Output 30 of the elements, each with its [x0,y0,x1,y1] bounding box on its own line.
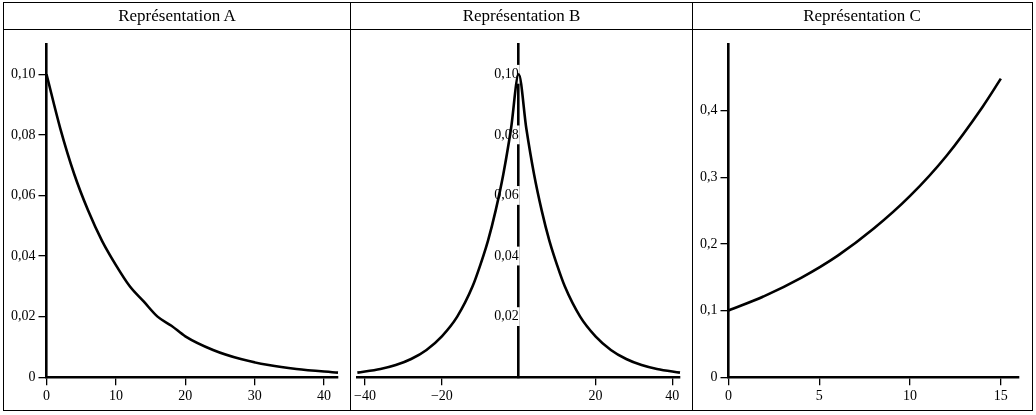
y-tick-label: 0,08 [11,126,36,142]
y-tick-label: 0,2 [700,235,718,251]
x-tick-label: 20 [588,388,603,404]
y-tick-label: 0,02 [11,308,36,324]
y-tick-label: 0,06 [11,187,36,203]
y-tick-label: 0,3 [700,168,718,184]
x-tick-label: 15 [993,388,1008,404]
y-tick-label: 0 [710,368,718,384]
x-tick-label: 10 [903,388,918,404]
y-tick-label: 0,10 [494,65,519,81]
x-tick-label: −40 [354,388,376,404]
x-tick-label: 0 [725,388,732,404]
y-tick-label: 0 [28,368,36,384]
x-tick-label: −20 [430,388,453,404]
y-tick-label: 0,04 [11,247,36,263]
x-tick-label: 5 [815,388,823,404]
x-tick-label: 20 [178,388,193,404]
y-tick-label: 0,02 [494,308,519,324]
y-tick-label: 0,4 [700,102,718,118]
x-tick-label: 40 [317,388,332,404]
y-tick-label: 0,04 [494,247,519,263]
x-tick-label: 10 [108,388,123,404]
chart-title: Représentation C [693,3,1031,30]
chart-title: Représentation A [4,3,350,30]
y-tick-label: 0,10 [11,65,36,81]
x-tick-label: 40 [665,388,680,404]
x-tick-label: 0 [43,388,50,404]
x-tick-label: 30 [247,388,262,404]
y-tick-label: 0,1 [700,302,718,318]
chart-title: Représentation B [351,3,692,30]
